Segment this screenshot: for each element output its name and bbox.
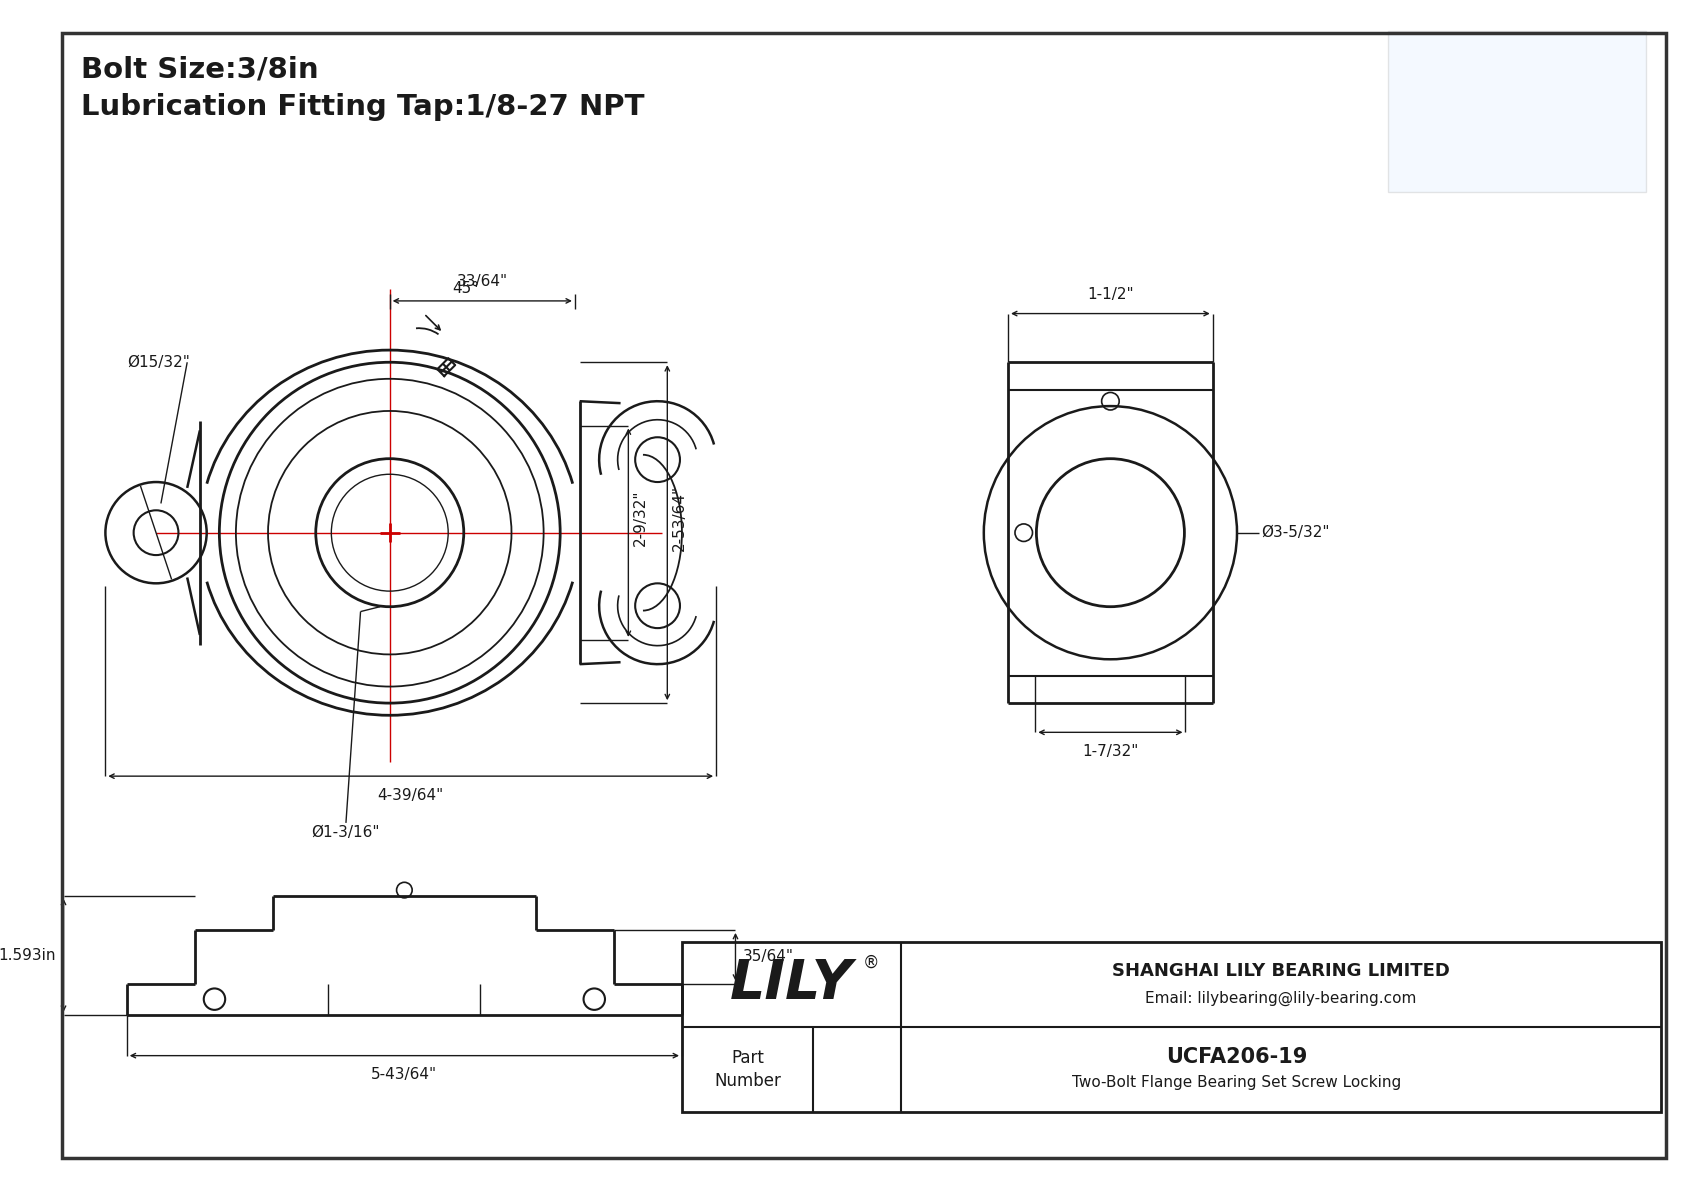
Text: 33/64": 33/64" <box>456 274 509 289</box>
Text: Ø15/32": Ø15/32" <box>126 355 190 369</box>
Text: SHANGHAI LILY BEARING LIMITED: SHANGHAI LILY BEARING LIMITED <box>1111 961 1450 980</box>
Text: Part
Number: Part Number <box>714 1049 781 1090</box>
Text: Two-Bolt Flange Bearing Set Screw Locking: Two-Bolt Flange Bearing Set Screw Lockin… <box>1073 1074 1401 1090</box>
Text: UCFA206-19: UCFA206-19 <box>1167 1047 1308 1067</box>
Text: 5-43/64": 5-43/64" <box>370 1067 438 1083</box>
Text: Ø1-3/16": Ø1-3/16" <box>312 825 381 840</box>
Text: 1-1/2": 1-1/2" <box>1088 287 1133 301</box>
Bar <box>682 942 1660 1112</box>
Text: Lubrication Fitting Tap:1/8-27 NPT: Lubrication Fitting Tap:1/8-27 NPT <box>81 93 645 120</box>
Text: Ø3-5/32": Ø3-5/32" <box>1261 525 1330 541</box>
Text: 4-39/64": 4-39/64" <box>377 787 445 803</box>
Text: 1-7/32": 1-7/32" <box>1083 744 1138 759</box>
Text: 35/64": 35/64" <box>743 949 795 965</box>
Text: 1.593in: 1.593in <box>0 948 56 962</box>
Text: ®: ® <box>862 954 879 972</box>
Text: Email: lilybearing@lily-bearing.com: Email: lilybearing@lily-bearing.com <box>1145 991 1416 1005</box>
Text: LILY: LILY <box>729 958 852 1011</box>
Text: Bolt Size:3/8in: Bolt Size:3/8in <box>81 56 318 83</box>
Text: 2-53/64": 2-53/64" <box>672 485 687 551</box>
Bar <box>1388 31 1645 192</box>
Text: 45°: 45° <box>453 281 480 297</box>
Text: 2-9/32": 2-9/32" <box>633 490 648 547</box>
